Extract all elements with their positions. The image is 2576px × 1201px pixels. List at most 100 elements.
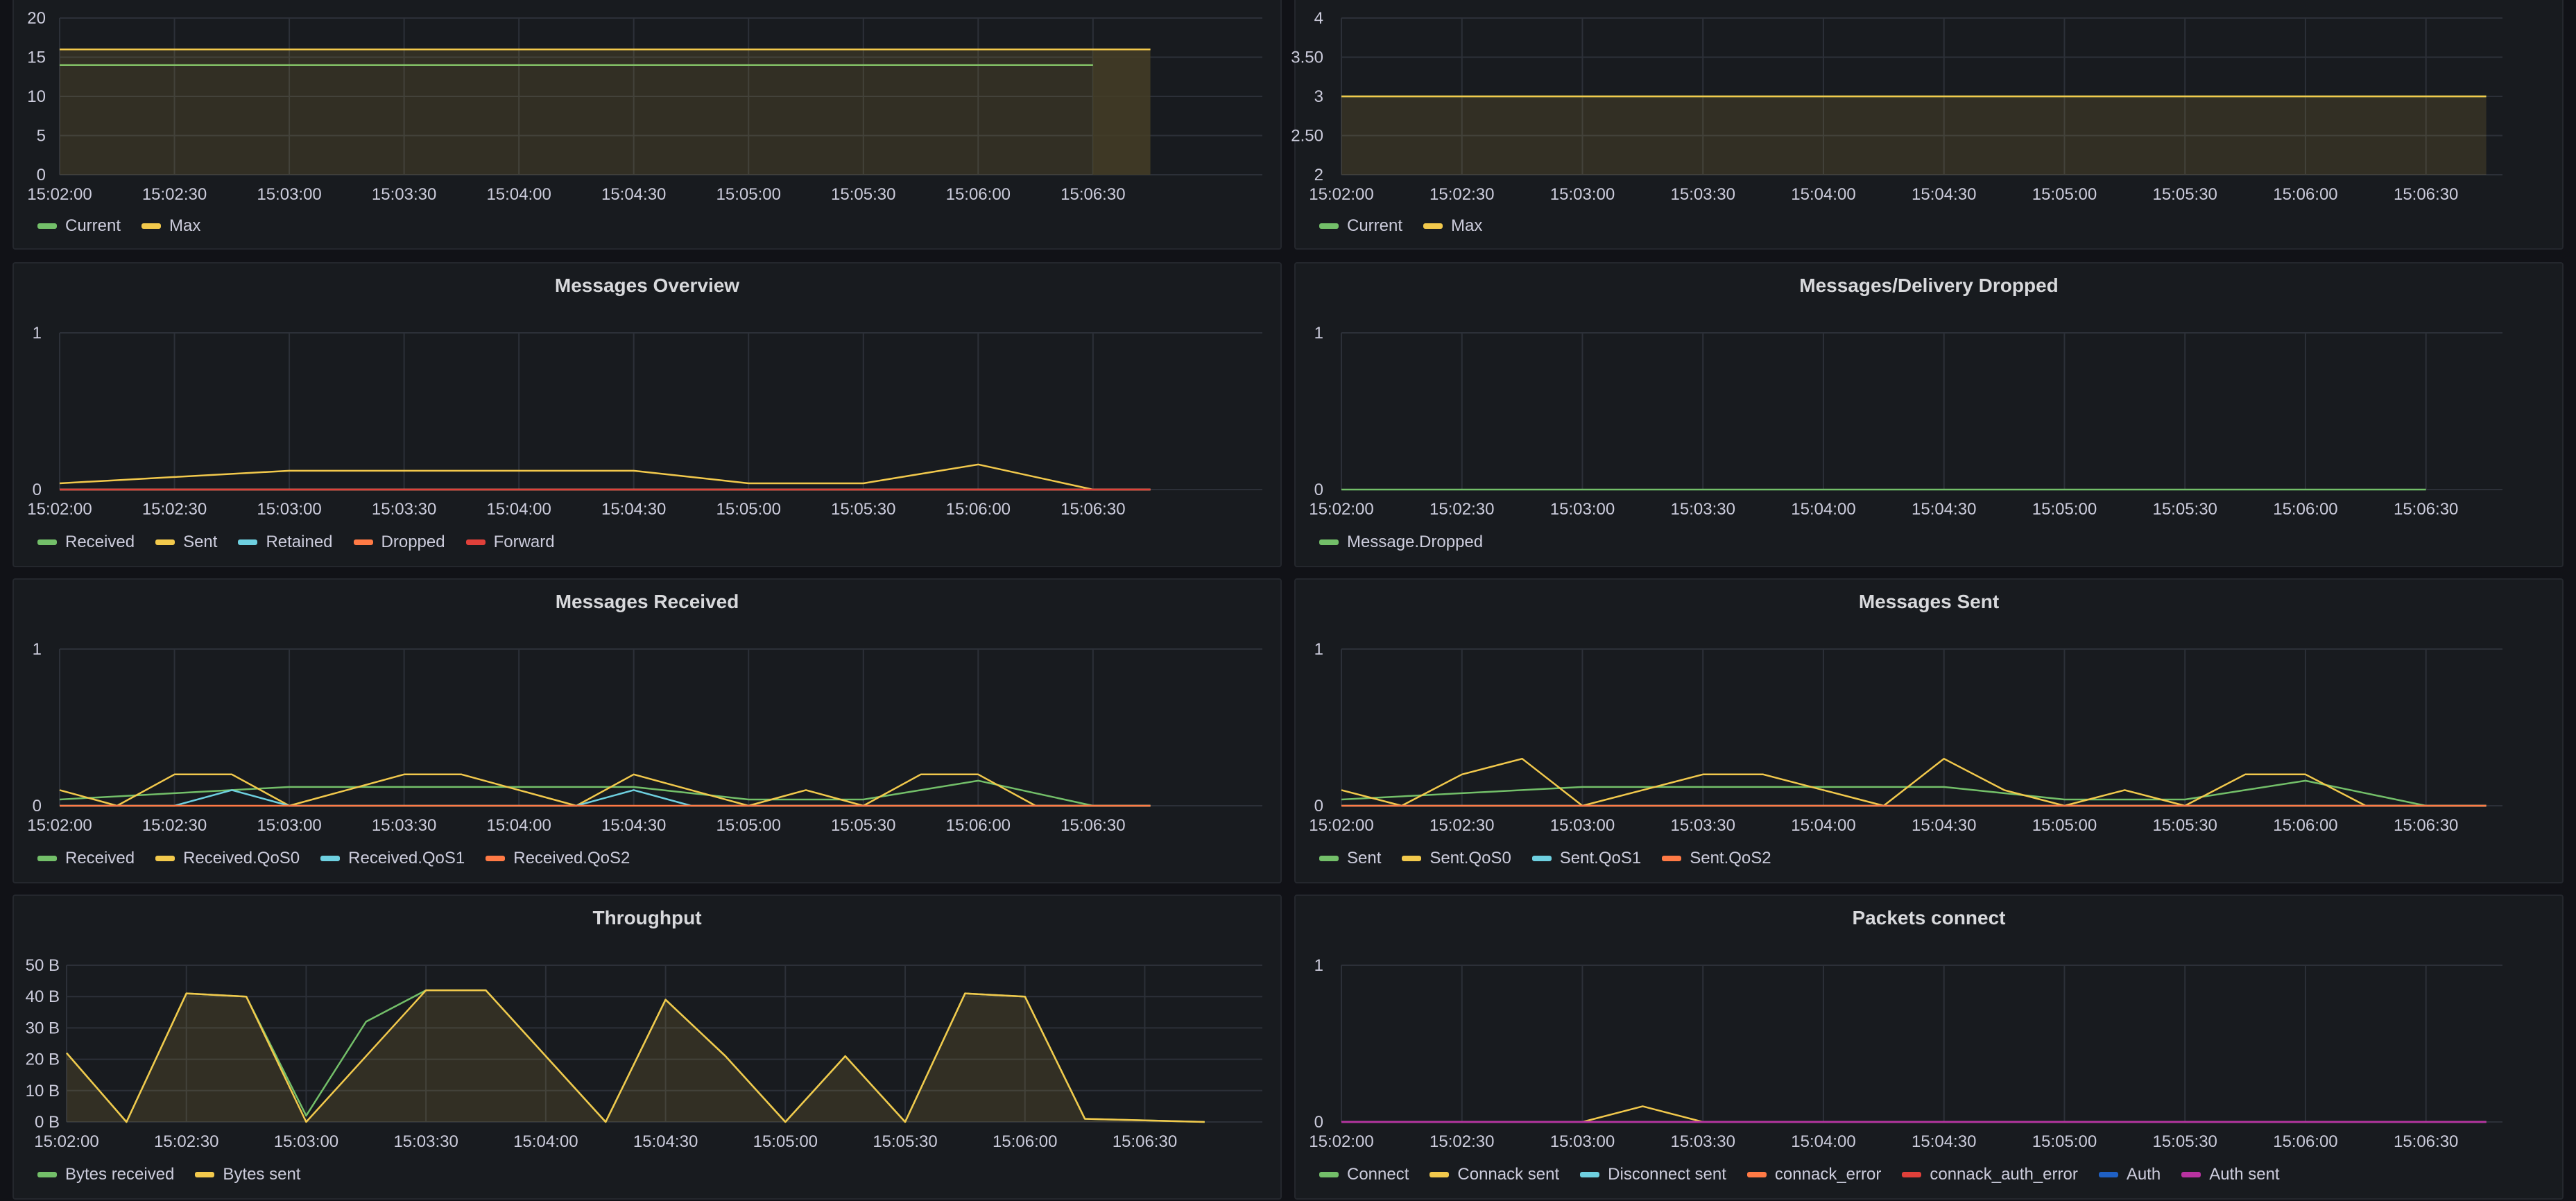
legend-item-sent[interactable]: Sent [155, 533, 217, 552]
legend-label: Bytes received [65, 1165, 175, 1184]
chart-messages-received: 0 1 15:02:00 15:02:30 15:03:00 15:03:30 15:04:… [27, 640, 1262, 835]
x-tick-label: 15:02:30 [1429, 500, 1494, 519]
legend-item-received-qos1[interactable]: Received.QoS1 [320, 849, 465, 868]
legend-label: Forward [493, 533, 555, 551]
panel-topics[interactable]: 2 2.50 3 3.50 4 15:02:00 15:02:30 15:03:00 15:03… [1291, 0, 2564, 250]
legend-swatch [2181, 1172, 2201, 1177]
series-line-bytes-sent [66, 989, 1205, 1123]
legend-item-connack-auth-error[interactable]: connack_auth_error [1902, 1165, 2078, 1184]
y-tick-label: 0 [33, 481, 42, 499]
panel-messages-sent[interactable]: Messages Sent 0 1 15:02:00 15:02:30 15:03:00… [1294, 578, 2564, 883]
y-tick-label: 1 [33, 640, 42, 659]
x-tick-label: 15:03:30 [372, 816, 436, 835]
legend-swatch [1662, 856, 1682, 861]
y-tick-label: 3.50 [1291, 49, 1323, 67]
legend-label: Max [169, 216, 201, 235]
y-tick-label: 2 [1314, 166, 1323, 184]
panel-messages-delivery-dropped[interactable]: Messages/Delivery Dropped 0 1 15:02:00 15:0… [1294, 262, 2564, 567]
x-tick-label: 15:02:30 [142, 816, 207, 835]
legend-item-forward[interactable]: Forward [465, 533, 555, 552]
x-tick-label: 15:05:30 [2152, 1132, 2217, 1151]
y-tick-label: 5 [37, 127, 46, 146]
legend-item-received[interactable]: Received [37, 849, 135, 868]
x-tick-label: 15:06:00 [946, 185, 1011, 204]
y-tick-label: 0 [1314, 481, 1323, 499]
panel-throughput[interactable]: Throughput 0 B 10 B 20 B 30 B 40 B 50 B 15:02:… [12, 895, 1282, 1200]
panel-packets-connect[interactable]: Packets connect 0 1 15:02:00 15:02:30 15:03:… [1294, 895, 2564, 1200]
legend-label: Received [65, 533, 135, 551]
x-tick-label: 15:03:00 [1550, 185, 1615, 204]
legend-item-sent-qos1[interactable]: Sent.QoS1 [1531, 849, 1641, 868]
y-tick-label: 3 [1314, 87, 1323, 106]
x-tick-label: 15:05:30 [873, 1132, 937, 1151]
legend-item-message-dropped[interactable]: Message.Dropped [1319, 533, 1483, 552]
legend-item-connack-error[interactable]: connack_error [1746, 1165, 1881, 1184]
panel-clients[interactable]: 0 5 10 15 20 15:02:00 15:02:30 15:03:00 15:03:30… [12, 0, 1282, 250]
legend-swatch [1319, 856, 1339, 861]
chart-throughput: 0 B 10 B 20 B 30 B 40 B 50 B 15:02:00 15:02:30 1… [26, 956, 1262, 1151]
x-tick-label: 15:02:30 [1429, 816, 1494, 835]
x-tick-label: 15:04:30 [601, 816, 666, 835]
legend-label: Max [1451, 216, 1483, 235]
legend-label: Sent [1347, 849, 1382, 867]
legend-item-max[interactable]: Max [1423, 216, 1482, 236]
legend-item-received-qos0[interactable]: Received.QoS0 [155, 849, 300, 868]
legend-item-connack-sent[interactable]: Connack sent [1429, 1165, 1559, 1184]
legend-item-received[interactable]: Received [37, 533, 135, 552]
legend-item-sent-qos2[interactable]: Sent.QoS2 [1662, 849, 1771, 868]
chart-messages-sent: 0 1 15:02:00 15:02:30 15:03:00 15:03:30 15:04:… [1309, 640, 2502, 835]
legend-item-current[interactable]: Current [37, 216, 121, 236]
x-tick-label: 15:05:30 [831, 500, 895, 519]
legend-swatch [37, 223, 57, 229]
legend-swatch [1429, 1172, 1450, 1177]
legend-label: connack_auth_error [1930, 1165, 2078, 1184]
legend-label: Dropped [381, 533, 445, 551]
panel-messages-received[interactable]: Messages Received 0 1 15:02:00 15:02:30 15:0… [12, 578, 1282, 883]
legend-item-connect[interactable]: Connect [1319, 1165, 1409, 1184]
x-tick-label: 15:06:00 [2273, 1132, 2337, 1151]
legend-swatch [155, 856, 175, 861]
legend-swatch [238, 539, 258, 545]
y-tick-label: 0 [33, 797, 42, 815]
series-line-sent-qos0 [1341, 757, 2487, 807]
legend-swatch [2098, 1172, 2118, 1177]
x-tick-label: 15:05:00 [716, 185, 781, 204]
chart-clients: 0 5 10 15 20 15:02:00 15:02:30 15:03:00 15:03:30… [27, 9, 1262, 204]
panel-title: Messages Overview [554, 275, 740, 296]
legend-item-retained[interactable]: Retained [238, 533, 333, 552]
series-area-bytes-sent [67, 990, 1205, 1122]
y-tick-label: 1 [33, 324, 42, 343]
y-tick-label: 2.50 [1291, 127, 1323, 146]
legend-label: Sent [183, 533, 218, 551]
legend-item-bytes-sent[interactable]: Bytes sent [195, 1165, 300, 1184]
x-tick-label: 15:06:30 [1061, 816, 1125, 835]
panel-messages-overview[interactable]: Messages Overview 0 1 15:02:00 15:02:30 15:0… [12, 262, 1282, 567]
legend-label: Received.QoS2 [513, 849, 630, 867]
legend-item-received-qos2[interactable]: Received.QoS2 [486, 849, 630, 868]
legend-item-disconnect-sent[interactable]: Disconnect sent [1580, 1165, 1726, 1184]
x-tick-label: 15:04:00 [1791, 185, 1855, 204]
legend-item-current[interactable]: Current [1319, 216, 1402, 236]
legend-swatch [1902, 1172, 1922, 1177]
legend-swatch [1402, 856, 1422, 861]
x-tick-label: 15:05:30 [2152, 185, 2217, 204]
legend-label: Message.Dropped [1347, 533, 1484, 551]
legend-item-sent[interactable]: Sent [1319, 849, 1381, 868]
legend-item-dropped[interactable]: Dropped [353, 533, 445, 552]
x-tick-label: 15:05:00 [2032, 500, 2097, 519]
x-tick-label: 15:04:00 [1791, 816, 1855, 835]
series-line-received-qos0 [59, 773, 1151, 807]
x-tick-label: 15:02:30 [154, 1132, 218, 1151]
series-line-received [59, 779, 1151, 807]
legend-item-bytes-received[interactable]: Bytes received [37, 1165, 174, 1184]
x-tick-label: 15:03:00 [257, 816, 321, 835]
legend-item-auth-sent[interactable]: Auth sent [2181, 1165, 2280, 1184]
x-tick-label: 15:06:30 [1061, 185, 1125, 204]
legend-item-auth[interactable]: Auth [2098, 1165, 2161, 1184]
series-area-max [1341, 96, 2487, 175]
x-tick-label: 15:02:00 [1309, 500, 1373, 519]
legend-label: Auth [2126, 1165, 2161, 1184]
legend-item-max[interactable]: Max [141, 216, 200, 236]
x-tick-label: 15:03:30 [1671, 1132, 1735, 1151]
legend-item-sent-qos0[interactable]: Sent.QoS0 [1402, 849, 1511, 868]
